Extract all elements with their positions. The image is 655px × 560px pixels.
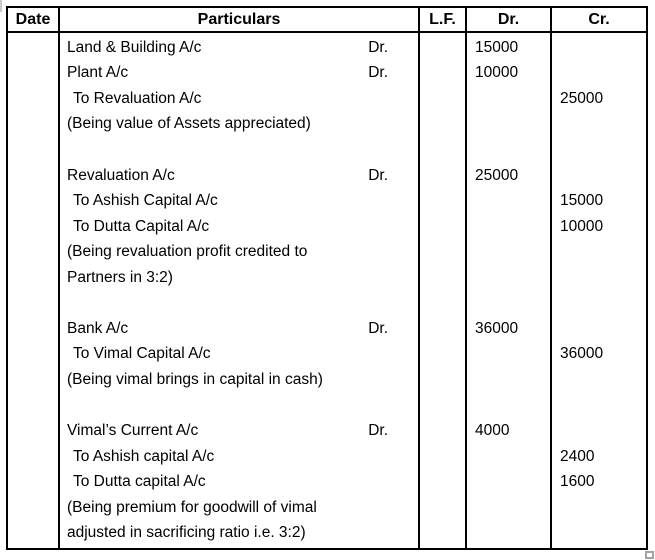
dr-amount [467,495,550,521]
column-header-particulars: Particulars [60,8,420,33]
column-header-date: Date [8,8,60,33]
dr-amount: 4000 [475,421,510,439]
journal-line: Plant A/c Dr. [60,61,418,87]
cr-amount [552,367,646,393]
cr-amount [552,316,646,342]
account-text: To Dutta Capital A/c [73,217,210,235]
account-text: To Ashish capital A/c [73,447,215,465]
cr-amount: 25000 [560,89,604,107]
lf-column [420,33,467,548]
date-column [8,33,60,548]
journal-line: (Being value of Assets appreciated) [60,112,418,138]
journal-line: Land & Building A/c Dr. [60,35,418,61]
dr-amount [467,112,550,138]
journal-line: To Ashish Capital A/c [60,188,418,214]
table-move-handle[interactable] [0,0,2,12]
account-text: Land & Building A/c [67,38,202,56]
account-text: Plant A/c [67,64,129,82]
journal-line: To Dutta Capital A/c [60,214,418,240]
cr-amount [552,137,646,163]
journal-line: adjusted in sacrificing ratio i.e. 3:2) [60,520,418,546]
cr-amount-column: 25000 15000 10000 36000 2400 1600 [552,33,646,548]
journal-line: To Revaluation A/c [60,86,418,112]
dr-amount [467,393,550,419]
dr-amount [467,520,550,546]
account-text: To Ashish Capital A/c [73,192,218,210]
journal-line: (Being premium for goodwill of vimal [60,495,418,521]
account-text: Vimal’s Current A/c [67,421,199,439]
narration-text: (Being premium for goodwill of vimal [67,498,317,516]
journal-line-blank [60,393,418,419]
journal-line: Vimal’s Current A/c Dr. [60,418,418,444]
narration-text: adjusted in sacrificing ratio i.e. 3:2) [67,524,306,542]
dr-suffix: Dr. [368,421,388,439]
cr-amount [552,35,646,61]
dr-amount [467,214,550,240]
dr-amount: 15000 [475,38,519,56]
journal-line: (Being revaluation profit credited to [60,239,418,265]
dr-amount [467,265,550,291]
cr-amount: 15000 [560,192,604,210]
cr-amount [552,418,646,444]
dr-amount [467,342,550,368]
dr-suffix: Dr. [368,38,388,56]
dr-amount: 25000 [475,166,519,184]
dr-amount: 10000 [475,64,519,82]
journal-line: To Dutta capital A/c [60,469,418,495]
cr-amount [552,61,646,87]
journal-line: Revaluation A/c Dr. [60,163,418,189]
dr-suffix: Dr. [368,319,388,337]
column-header-cr: Cr. [552,8,646,33]
account-text: To Revaluation A/c [73,89,202,107]
account-text: To Vimal Capital A/c [73,345,211,363]
dr-amount [467,290,550,316]
column-header-dr: Dr. [467,8,552,33]
narration-text: Partners in 3:2) [67,268,173,286]
cr-amount [552,290,646,316]
table-resize-handle[interactable] [645,551,654,559]
journal-line-blank [60,290,418,316]
cr-amount [552,239,646,265]
particulars-column: Land & Building A/c Dr. Plant A/c Dr. To R… [60,33,420,548]
cr-amount: 36000 [560,345,604,363]
cr-amount [552,265,646,291]
dr-amount [467,188,550,214]
cr-amount [552,495,646,521]
account-text: To Dutta capital A/c [73,473,206,491]
cr-amount [552,520,646,546]
dr-amount-column: 15000 10000 25000 36000 4000 [467,33,552,548]
journal-line: (Being vimal brings in capital in cash) [60,367,418,393]
dr-amount [467,469,550,495]
cr-amount [552,393,646,419]
journal-line: Partners in 3:2) [60,265,418,291]
narration-text: (Being vimal brings in capital in cash) [67,370,323,388]
dr-amount [467,367,550,393]
narration-text: (Being value of Assets appreciated) [67,115,311,133]
cr-amount [552,112,646,138]
dr-amount [467,239,550,265]
journal-line: To Ashish capital A/c [60,444,418,470]
dr-suffix: Dr. [368,166,388,184]
journal-line-blank [60,137,418,163]
dr-amount [467,444,550,470]
cr-amount: 1600 [560,473,595,491]
cr-amount: 2400 [560,447,595,465]
narration-text: (Being revaluation profit credited to [67,243,308,261]
dr-amount [467,86,550,112]
cr-amount [552,163,646,189]
dr-amount [467,137,550,163]
dr-amount: 36000 [475,319,519,337]
account-text: Revaluation A/c [67,166,175,184]
journal-entry-table: Date Particulars L.F. Dr. Cr. Land & Bui… [6,6,648,550]
cr-amount: 10000 [560,217,604,235]
account-text: Bank A/c [67,319,129,337]
column-header-lf: L.F. [420,8,467,33]
journal-line: To Vimal Capital A/c [60,342,418,368]
journal-line: Bank A/c Dr. [60,316,418,342]
dr-suffix: Dr. [368,64,388,82]
